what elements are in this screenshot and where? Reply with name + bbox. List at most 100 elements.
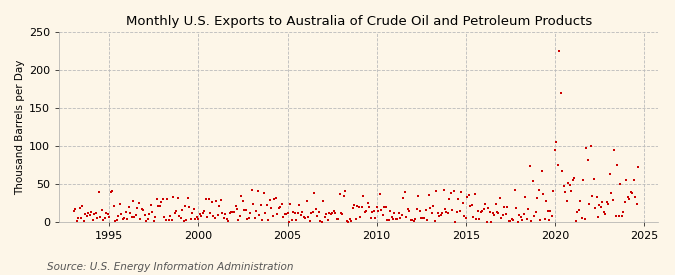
Point <box>487 211 498 216</box>
Point <box>150 214 161 219</box>
Point <box>585 144 596 148</box>
Point <box>80 212 91 216</box>
Point <box>597 199 608 204</box>
Point <box>322 218 333 222</box>
Point <box>115 211 126 216</box>
Point <box>407 218 418 222</box>
Point <box>569 176 580 181</box>
Point <box>411 207 422 211</box>
Point <box>324 211 335 215</box>
Point <box>220 212 231 216</box>
Point <box>188 207 199 211</box>
Point <box>398 196 409 200</box>
Point <box>508 218 518 222</box>
Point <box>490 202 501 207</box>
Point <box>303 214 314 219</box>
Point <box>601 200 612 204</box>
Point <box>298 215 309 219</box>
Point <box>485 219 496 224</box>
Point <box>130 213 141 218</box>
Point <box>554 49 565 54</box>
Point <box>114 202 125 207</box>
Point <box>443 210 454 215</box>
Point <box>162 197 173 201</box>
Point <box>111 218 122 223</box>
Point <box>406 218 416 222</box>
Point <box>391 217 402 221</box>
Point <box>578 178 589 183</box>
Point <box>475 210 486 214</box>
Point <box>395 216 406 220</box>
Point <box>147 210 158 214</box>
Point <box>224 210 235 215</box>
Point <box>99 216 110 221</box>
Point <box>495 196 506 200</box>
Point <box>511 205 522 210</box>
Point <box>248 202 259 206</box>
Point <box>208 214 219 218</box>
Point <box>159 215 169 219</box>
Point <box>190 216 200 221</box>
Point <box>584 202 595 206</box>
Point <box>73 216 84 221</box>
Point <box>448 189 459 194</box>
Point <box>512 219 523 224</box>
Point <box>566 189 576 193</box>
Point <box>89 211 100 216</box>
Point <box>199 208 210 213</box>
Point <box>331 217 342 221</box>
Point <box>358 194 369 198</box>
Point <box>564 183 575 188</box>
Point <box>171 208 182 213</box>
Point <box>71 219 82 223</box>
Point <box>128 199 138 204</box>
Point <box>223 219 234 223</box>
Point <box>169 210 180 215</box>
Point <box>155 204 165 208</box>
Point <box>325 211 336 216</box>
Point <box>335 211 346 215</box>
Point <box>120 210 131 214</box>
Point <box>580 146 591 151</box>
Point <box>622 195 633 200</box>
Point <box>235 214 246 218</box>
Point <box>560 189 571 194</box>
Point <box>227 210 238 214</box>
Point <box>297 210 308 214</box>
Point <box>556 91 566 95</box>
Point <box>514 213 524 217</box>
Point <box>459 214 470 218</box>
Point <box>318 198 329 203</box>
Point <box>141 219 152 224</box>
Point <box>417 216 428 220</box>
Point <box>532 196 543 200</box>
Point <box>610 214 621 218</box>
Point <box>456 189 466 194</box>
Point <box>481 219 492 224</box>
Point <box>359 210 370 214</box>
Point <box>593 215 603 219</box>
Point <box>463 192 474 197</box>
Point <box>184 205 195 209</box>
Point <box>302 199 313 203</box>
Point <box>385 209 396 213</box>
Point <box>466 203 477 208</box>
Point <box>334 192 345 197</box>
Point <box>105 190 116 194</box>
Point <box>205 211 215 215</box>
Point <box>319 215 330 219</box>
Point <box>182 196 193 200</box>
Point <box>77 204 88 208</box>
Point <box>342 219 352 224</box>
Point <box>590 205 601 210</box>
Point <box>599 210 610 214</box>
Point <box>82 213 92 218</box>
Point <box>269 197 279 202</box>
Point <box>134 201 144 205</box>
Point <box>579 216 590 221</box>
Point <box>217 211 227 216</box>
Point <box>236 194 247 199</box>
Point <box>160 218 171 222</box>
Point <box>605 172 616 176</box>
Point <box>609 148 620 152</box>
